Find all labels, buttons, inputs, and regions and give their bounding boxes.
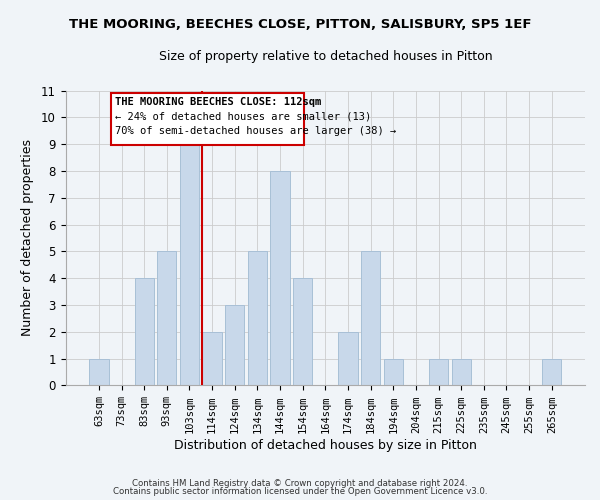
Bar bbox=[542, 358, 562, 386]
Text: 70% of semi-detached houses are larger (38) →: 70% of semi-detached houses are larger (… bbox=[115, 126, 397, 136]
Text: Contains public sector information licensed under the Open Government Licence v3: Contains public sector information licen… bbox=[113, 487, 487, 496]
Bar bbox=[157, 252, 176, 386]
Bar bbox=[271, 171, 290, 386]
X-axis label: Distribution of detached houses by size in Pitton: Distribution of detached houses by size … bbox=[174, 440, 477, 452]
Bar bbox=[225, 305, 244, 386]
Bar bbox=[202, 332, 222, 386]
Y-axis label: Number of detached properties: Number of detached properties bbox=[21, 140, 34, 336]
Text: Contains HM Land Registry data © Crown copyright and database right 2024.: Contains HM Land Registry data © Crown c… bbox=[132, 478, 468, 488]
Bar bbox=[383, 358, 403, 386]
Text: THE MOORING BEECHES CLOSE: 112sqm: THE MOORING BEECHES CLOSE: 112sqm bbox=[115, 98, 322, 108]
Bar bbox=[248, 252, 267, 386]
Bar bbox=[180, 144, 199, 386]
Bar bbox=[134, 278, 154, 386]
Text: ← 24% of detached houses are smaller (13): ← 24% of detached houses are smaller (13… bbox=[115, 112, 371, 122]
Bar bbox=[293, 278, 313, 386]
Bar bbox=[429, 358, 448, 386]
FancyBboxPatch shape bbox=[112, 93, 304, 146]
Bar bbox=[338, 332, 358, 386]
Text: THE MOORING, BEECHES CLOSE, PITTON, SALISBURY, SP5 1EF: THE MOORING, BEECHES CLOSE, PITTON, SALI… bbox=[69, 18, 531, 30]
Bar bbox=[89, 358, 109, 386]
Bar bbox=[452, 358, 471, 386]
Title: Size of property relative to detached houses in Pitton: Size of property relative to detached ho… bbox=[158, 50, 492, 63]
Bar bbox=[361, 252, 380, 386]
